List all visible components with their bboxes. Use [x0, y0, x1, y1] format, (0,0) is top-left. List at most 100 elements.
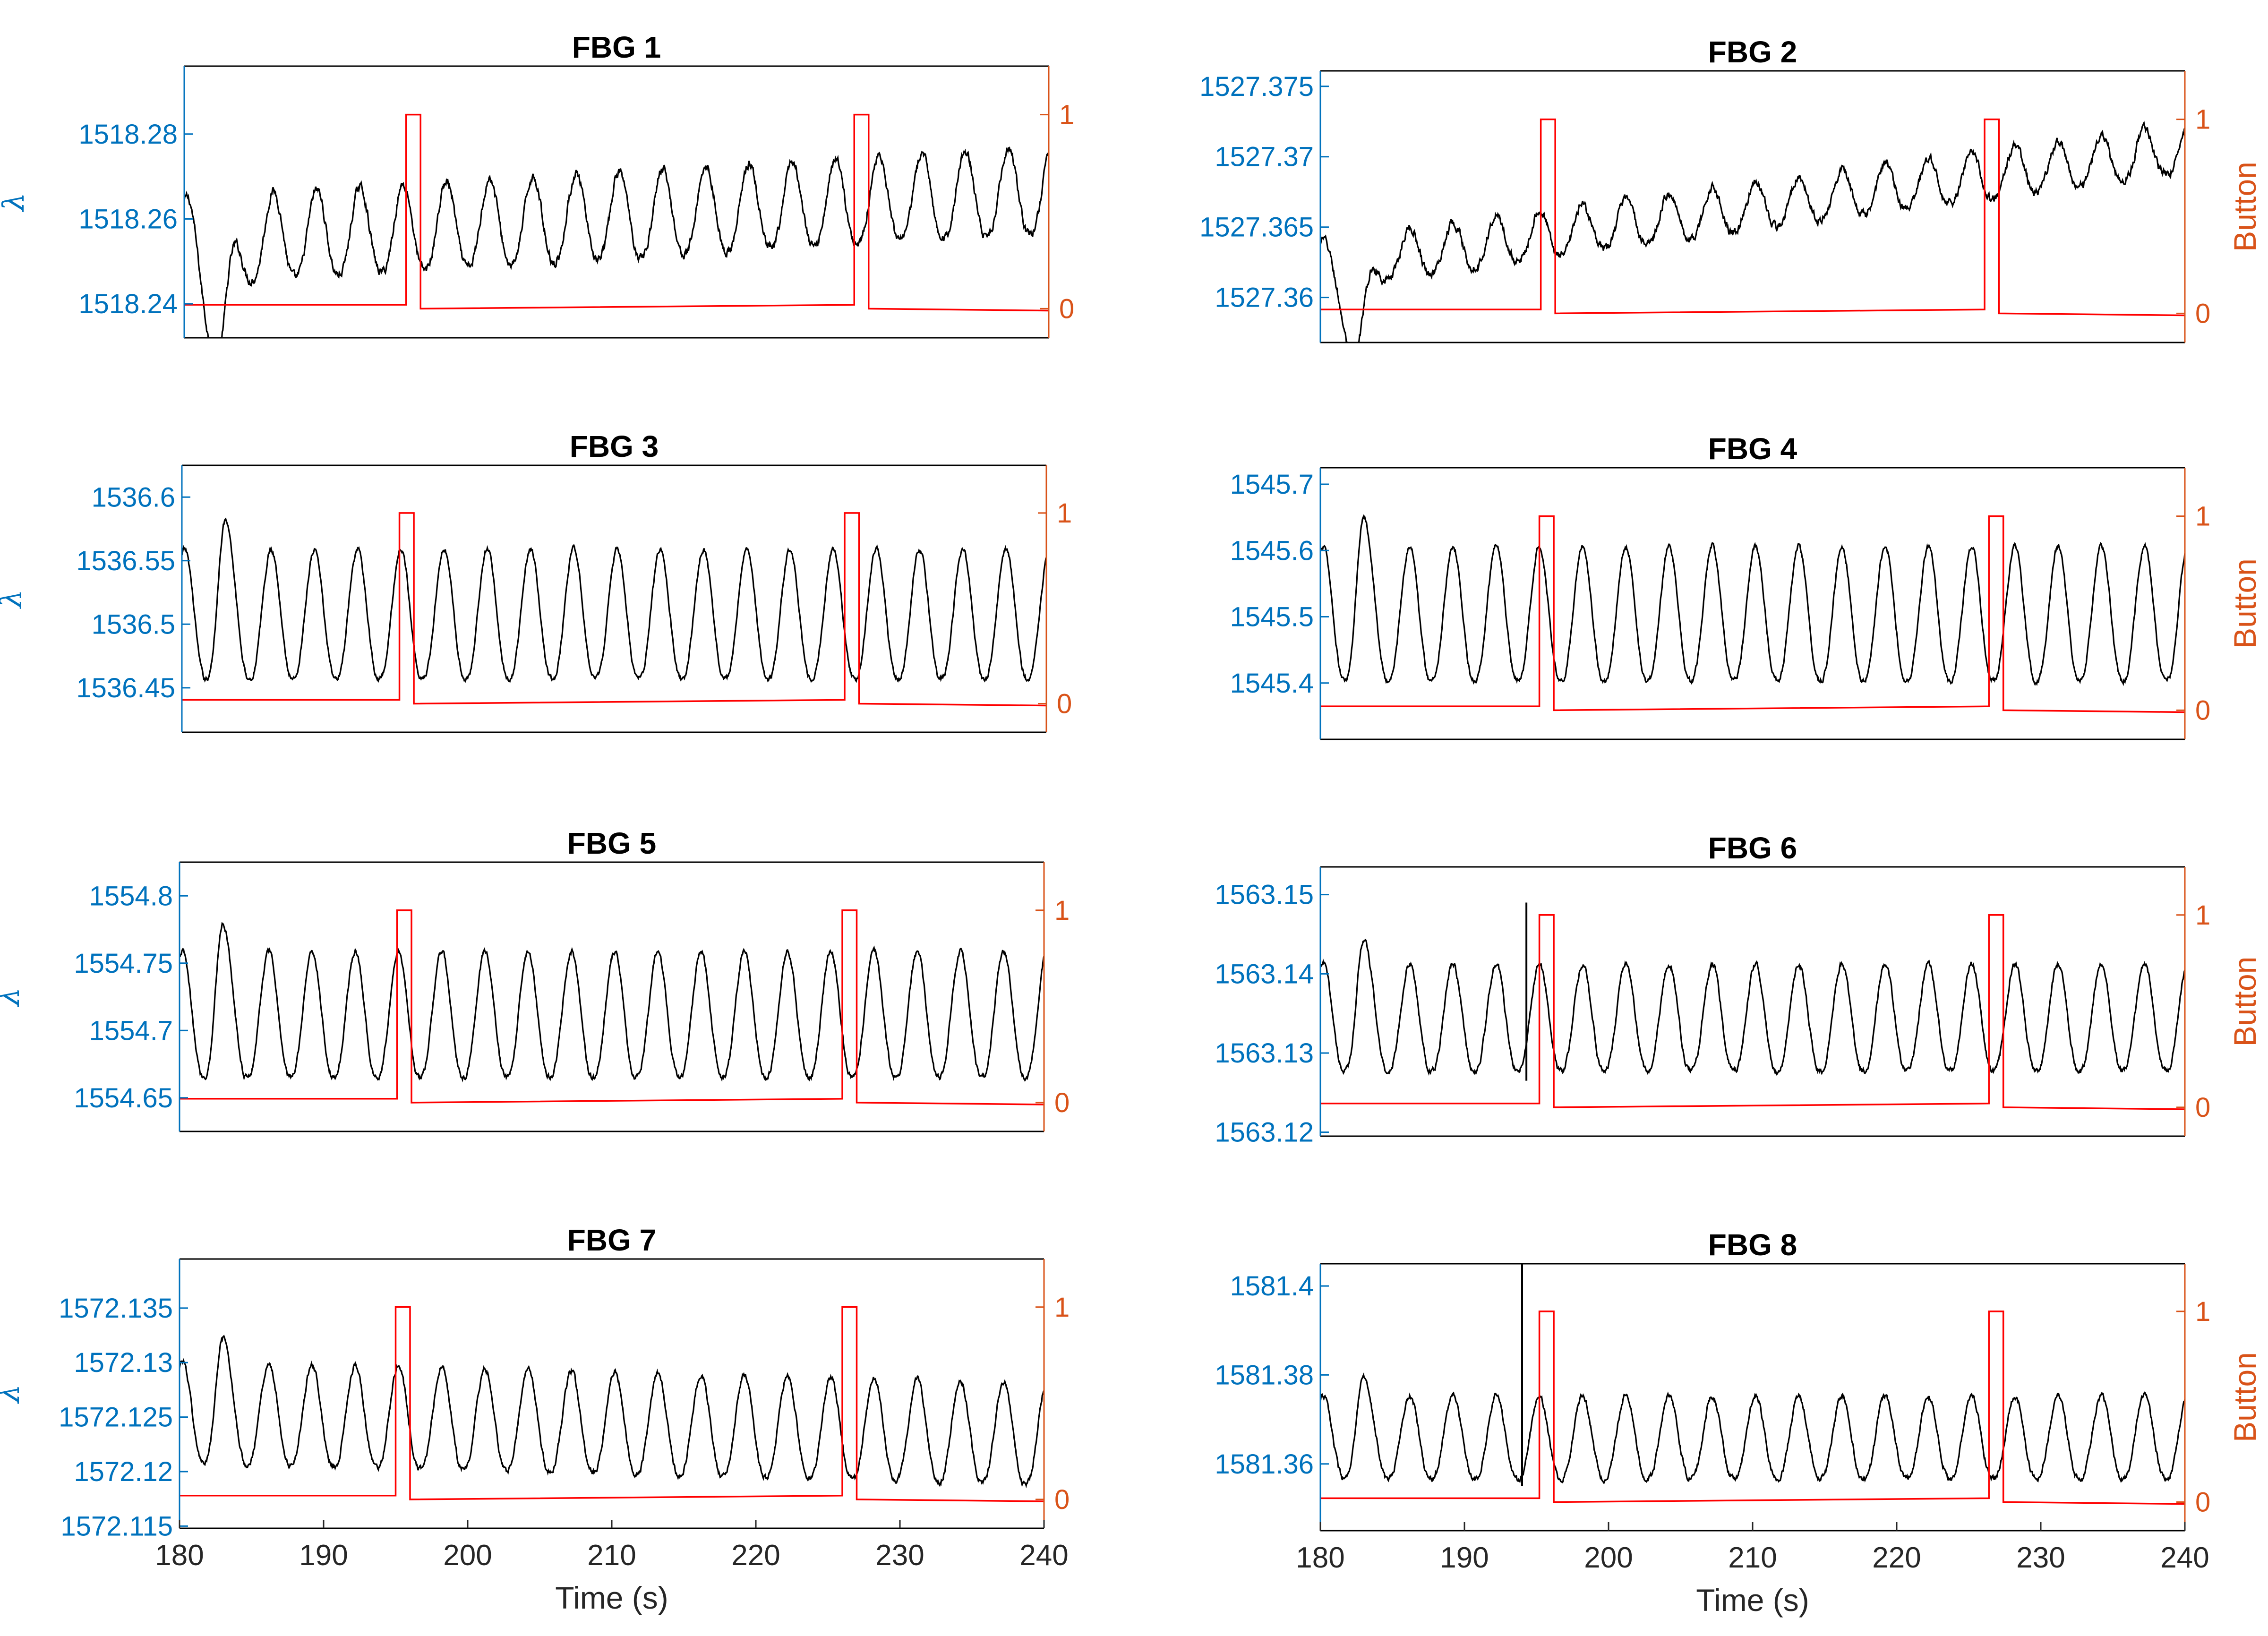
left-tick-label: 1554.7 — [89, 1015, 173, 1046]
x-tick-label: 240 — [1019, 1539, 1068, 1572]
left-tick-label: 1527.375 — [1199, 71, 1314, 102]
signal-trace — [180, 1335, 1044, 1489]
right-tick-label: 0 — [2195, 695, 2210, 726]
button-trace — [1320, 1311, 2185, 1505]
left-tick-label: 1536.55 — [76, 546, 175, 576]
left-tick-label: 1581.4 — [1230, 1271, 1314, 1302]
x-tick-label: 220 — [1872, 1542, 1921, 1574]
panel-title: FBG 3 — [570, 429, 659, 463]
left-tick-label: 1563.13 — [1215, 1038, 1314, 1069]
left-tick-label: 1536.5 — [92, 609, 175, 640]
left-tick-label: 1527.36 — [1215, 283, 1314, 313]
panel-title: FBG 1 — [572, 30, 661, 64]
panel-fbg-1: FBG 1 1518.24 1518.26 1518.28 0 1 λ — [0, 30, 1074, 339]
signal-trace — [1320, 1372, 2185, 1485]
signal-trace — [180, 922, 1044, 1083]
left-tick-label: 1518.26 — [78, 204, 178, 234]
right-tick-label: 1 — [2195, 104, 2210, 135]
x-axis-label: Time (s) — [1696, 1583, 1809, 1618]
right-tick-label: 1 — [1059, 100, 1074, 130]
left-tick-label: 1554.8 — [89, 881, 173, 911]
left-axis-label: λ — [0, 987, 26, 1007]
left-tick-label: 1527.365 — [1199, 212, 1314, 243]
left-tick-label: 1545.5 — [1230, 602, 1314, 633]
left-tick-label: 1572.12 — [74, 1456, 173, 1487]
left-axis-label: λ — [0, 590, 28, 609]
signal-trace — [1320, 120, 2185, 343]
panel-fbg-7: FBG 7 1572.115 1572.12 1572.125 1572.13 1572.… — [0, 1223, 1070, 1615]
left-tick-label: 1572.135 — [59, 1293, 173, 1324]
left-axis-label: λ — [0, 1384, 26, 1404]
x-tick-label: 210 — [1728, 1542, 1777, 1574]
left-tick-label: 1581.38 — [1215, 1360, 1314, 1390]
signal-trace — [184, 146, 1049, 338]
left-tick-label: 1518.28 — [78, 119, 178, 150]
x-tick-label: 180 — [1296, 1542, 1344, 1574]
left-tick-label: 1545.7 — [1230, 469, 1314, 500]
left-tick-label: 1563.15 — [1215, 880, 1314, 910]
right-tick-label: 1 — [1057, 498, 1072, 529]
signal-trace — [1320, 939, 2185, 1076]
left-tick-label: 1545.4 — [1230, 668, 1314, 699]
right-tick-label: 0 — [1059, 293, 1074, 324]
x-tick-label: 190 — [1440, 1542, 1489, 1574]
panel-fbg-3: FBG 3 1536.45 1536.5 1536.55 1536.6 0 1 λ — [0, 429, 1072, 733]
left-tick-label: 1554.75 — [74, 948, 173, 979]
left-tick-label: 1572.115 — [60, 1511, 173, 1542]
x-tick-label: 240 — [2160, 1542, 2209, 1574]
signal-trace — [182, 517, 1046, 683]
left-tick-label: 1572.13 — [74, 1347, 173, 1378]
left-tick-label: 1563.12 — [1215, 1117, 1314, 1148]
right-tick-label: 1 — [2195, 1296, 2210, 1327]
left-tick-label: 1581.36 — [1215, 1449, 1314, 1480]
right-tick-label: 1 — [2195, 900, 2210, 931]
panel-title: FBG 2 — [1708, 35, 1797, 69]
panel-fbg-5: FBG 5 1554.65 1554.7 1554.75 1554.8 0 1 λ — [0, 826, 1070, 1132]
panel-fbg-8: FBG 8 1581.36 1581.38 1581.4 0 1 Button 180 190 2… — [1215, 1228, 2262, 1618]
left-tick-label: 1518.24 — [78, 289, 178, 319]
right-tick-label: 1 — [2195, 501, 2210, 532]
panel-fbg-4: FBG 4 1545.4 1545.5 1545.6 1545.7 0 1 Button — [1230, 432, 2262, 740]
button-trace — [184, 113, 1049, 312]
right-tick-label: 1 — [1054, 1292, 1070, 1323]
right-axis-label: Button — [2227, 558, 2262, 649]
x-tick-label: 180 — [155, 1539, 204, 1572]
panel-fbg-2: FBG 2 1527.36 1527.365 1527.37 1527.375 0 1 But… — [1199, 35, 2262, 343]
x-tick-label: 230 — [2016, 1542, 2065, 1574]
left-tick-label: 1563.14 — [1215, 959, 1314, 989]
x-tick-label: 190 — [299, 1539, 348, 1572]
x-tick-label: 200 — [1584, 1542, 1633, 1574]
button-trace — [1320, 118, 2185, 317]
left-axis-label: λ — [0, 193, 31, 213]
left-tick-label: 1536.45 — [76, 673, 175, 703]
button-trace — [1320, 914, 2185, 1110]
panel-title: FBG 6 — [1708, 831, 1797, 865]
right-tick-label: 0 — [1054, 1484, 1070, 1515]
panel-title: FBG 5 — [567, 826, 656, 860]
signal-trace — [1320, 514, 2185, 686]
panel-title: FBG 8 — [1708, 1228, 1797, 1262]
left-tick-label: 1545.6 — [1230, 535, 1314, 566]
right-tick-label: 0 — [1054, 1088, 1070, 1118]
left-tick-label: 1527.37 — [1215, 142, 1314, 172]
right-tick-label: 0 — [2195, 1092, 2210, 1123]
panel-title: FBG 4 — [1708, 432, 1797, 466]
right-axis-label: Button — [2227, 957, 2262, 1047]
right-axis-label: Button — [2227, 162, 2262, 252]
x-tick-label: 210 — [587, 1539, 636, 1572]
x-axis-label: Time (s) — [555, 1580, 668, 1615]
right-axis-label: Button — [2227, 1352, 2262, 1442]
x-tick-label: 200 — [443, 1539, 492, 1572]
left-tick-label: 1572.125 — [59, 1402, 173, 1433]
button-trace — [1320, 515, 2185, 713]
panel-title: FBG 7 — [567, 1223, 656, 1257]
left-tick-label: 1554.65 — [74, 1083, 173, 1114]
right-tick-label: 0 — [2195, 1487, 2210, 1517]
left-tick-label: 1536.6 — [92, 482, 175, 513]
right-tick-label: 1 — [1054, 895, 1070, 926]
button-trace — [180, 1306, 1044, 1502]
x-tick-label: 230 — [875, 1539, 924, 1572]
button-trace — [182, 512, 1047, 707]
right-tick-label: 0 — [2195, 298, 2210, 329]
